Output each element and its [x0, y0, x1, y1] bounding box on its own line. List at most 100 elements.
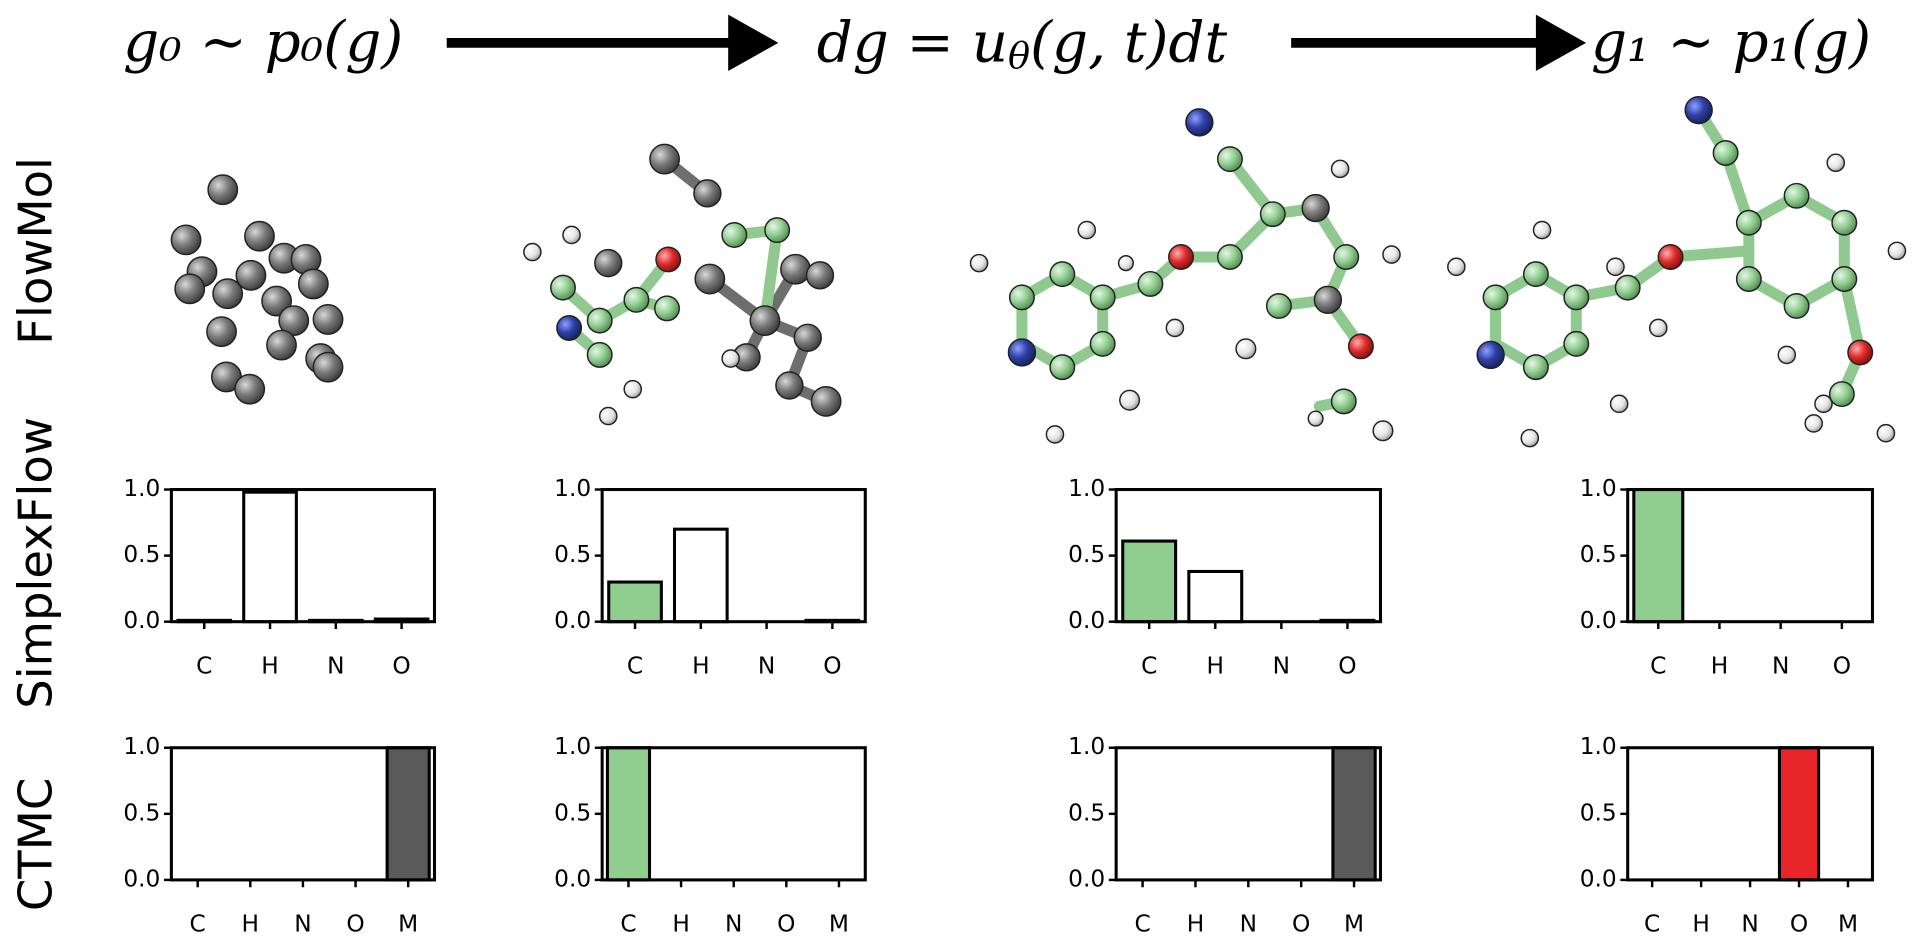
x-tick-label: H	[242, 911, 259, 938]
bar	[1187, 569, 1244, 624]
y-tick-label: 0.5	[554, 799, 591, 826]
atom	[234, 373, 266, 405]
bond	[1665, 245, 1755, 263]
atom	[623, 379, 643, 399]
x-tick-label: N	[1741, 911, 1758, 938]
atom	[266, 329, 297, 361]
atom	[1712, 140, 1739, 166]
y-tick-label: 1.0	[123, 475, 160, 502]
y-tick-label: 1.0	[1068, 475, 1105, 502]
atom	[1045, 425, 1065, 444]
plot-frame	[1114, 746, 1383, 882]
atom	[598, 406, 618, 426]
atom	[550, 274, 576, 301]
atom	[1330, 388, 1357, 415]
atom	[523, 242, 542, 262]
atom	[1532, 220, 1552, 240]
x-tick-label: O	[1833, 652, 1851, 679]
atom	[1330, 159, 1350, 179]
atom	[793, 323, 822, 352]
atom	[1783, 292, 1810, 319]
atom	[207, 174, 239, 206]
flow-equation: dg = uθ(g, t)dt	[817, 10, 1228, 77]
atom	[810, 385, 842, 417]
atom	[693, 179, 722, 208]
atom	[775, 371, 804, 400]
eq-part: (g, t)dt	[1030, 10, 1227, 75]
atom	[212, 278, 244, 310]
molecule-t3	[1447, 95, 1907, 448]
atom	[780, 253, 811, 285]
atom	[623, 286, 650, 313]
atom	[1216, 244, 1243, 270]
x-tick-label: O	[346, 911, 364, 938]
bar	[605, 746, 652, 882]
x-tick-label: C	[1650, 652, 1666, 679]
y-tick-label: 1.0	[554, 733, 591, 760]
x-tick-label: C	[1141, 652, 1157, 679]
atom	[594, 248, 623, 278]
start-distribution: g₀ ∼ p₀(g)	[123, 10, 403, 75]
arrow-head	[1535, 14, 1587, 71]
x-tick-label: H	[1187, 911, 1204, 938]
atom	[1831, 266, 1858, 292]
atom	[749, 305, 781, 337]
x-tick-label: N	[1240, 911, 1257, 938]
atom	[1119, 389, 1141, 411]
bar	[1632, 487, 1685, 624]
atom	[1606, 257, 1625, 277]
atom	[1777, 345, 1797, 365]
atom	[1382, 245, 1401, 264]
eq-part: dg = u	[817, 10, 1008, 75]
x-tick-label: C	[1134, 911, 1150, 938]
atom	[654, 295, 680, 322]
atom	[764, 217, 791, 244]
x-tick-label: H	[692, 652, 709, 679]
atom	[1185, 108, 1214, 137]
atom	[1887, 241, 1907, 261]
plot-frame	[1626, 746, 1874, 882]
y-tick-label: 0.0	[123, 607, 160, 634]
atom	[1609, 394, 1629, 414]
plot-frame	[1114, 487, 1383, 624]
arrow-head	[728, 14, 779, 71]
atom	[1235, 338, 1257, 360]
x-tick-label: H	[672, 911, 689, 938]
atom	[586, 341, 613, 368]
atom	[1735, 266, 1762, 292]
x-tick-label: O	[1338, 652, 1356, 679]
atom	[1216, 146, 1243, 173]
molecule-t2	[969, 108, 1401, 444]
atom	[1814, 394, 1833, 414]
atom	[655, 246, 682, 273]
atom	[297, 268, 329, 300]
x-tick-label: H	[1207, 652, 1224, 679]
plot-frame	[1626, 487, 1874, 624]
atom	[312, 303, 344, 335]
atom	[1307, 410, 1324, 427]
end-distribution: g₁ ∼ p₁(g)	[1591, 10, 1871, 75]
atom	[586, 307, 613, 334]
atom	[1077, 220, 1097, 240]
atom	[1831, 209, 1858, 236]
atom	[206, 316, 237, 348]
y-tick-label: 1.0	[123, 733, 160, 760]
row-label: FlowMol	[9, 157, 63, 345]
x-tick-label: C	[190, 911, 206, 938]
molecule-t0	[170, 174, 344, 405]
plot-frame	[600, 746, 867, 882]
row-label: SimplexFlow	[9, 417, 63, 709]
bar	[242, 490, 298, 624]
x-tick-label: N	[1772, 652, 1789, 679]
atom	[1313, 285, 1343, 315]
atom	[1783, 182, 1810, 209]
atom	[235, 259, 267, 291]
atom	[556, 315, 583, 341]
atom	[1333, 244, 1360, 270]
y-tick-label: 0.0	[123, 865, 160, 892]
atom	[1847, 339, 1874, 366]
atom	[1089, 284, 1116, 311]
atom	[721, 349, 740, 368]
x-tick-label: N	[758, 652, 775, 679]
